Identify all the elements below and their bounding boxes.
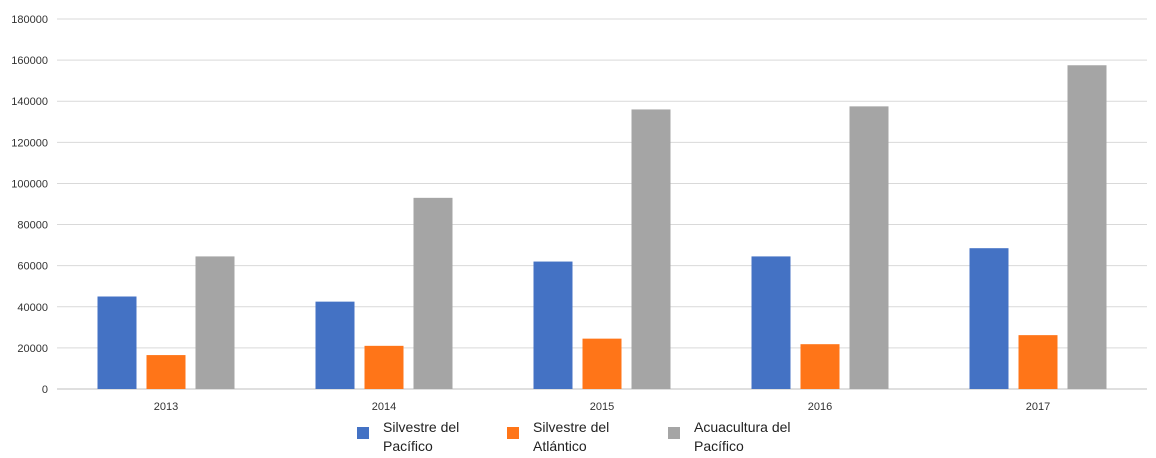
gridlines (57, 18, 1147, 390)
bar-2016-1 (751, 256, 791, 389)
y-tick-label: 20000 (17, 343, 48, 355)
legend-label: Silvestre del Pacífico (383, 419, 460, 454)
bar-2013-1 (97, 296, 137, 389)
y-tick-label: 80000 (17, 220, 48, 232)
y-axis-ticks: 0 20000 40000 60000 80000 100000 120000 140000 1… (11, 14, 48, 396)
bar-chart: 0 20000 40000 60000 80000 100000 120000 140000 1… (11, 14, 1147, 413)
bar-2013-2 (146, 355, 186, 389)
legend-swatch (507, 427, 519, 439)
y-tick-label: 60000 (17, 261, 48, 273)
legend-swatch (668, 427, 680, 439)
legend-item-silvestre-pacifico: Silvestre del Pacífico (357, 418, 493, 456)
legend-swatch (357, 427, 369, 439)
x-tick-label: 2014 (372, 401, 396, 413)
y-tick-label: 140000 (11, 96, 48, 108)
bar-2016-3 (849, 106, 889, 389)
x-tick-label: 2013 (154, 401, 178, 413)
bar-2015-1 (533, 261, 573, 389)
y-tick-label: 0 (42, 384, 48, 396)
legend-label: Silvestre del Atlántico (533, 419, 610, 454)
x-axis-ticks: 2013 2014 2015 2016 2017 (154, 401, 1050, 413)
y-tick-label: 180000 (11, 14, 48, 26)
y-tick-label: 40000 (17, 302, 48, 314)
legend: Silvestre del Pacífico Silvestre del Atl… (0, 418, 1156, 458)
bars (97, 65, 1107, 389)
x-tick-label: 2016 (808, 401, 832, 413)
bar-2017-3 (1067, 65, 1107, 389)
legend-item-acuacultura-pacifico: Acuacultura del Pacífico (668, 418, 804, 456)
y-tick-label: 160000 (11, 55, 48, 67)
bar-2014-2 (364, 345, 404, 389)
y-tick-label: 100000 (11, 178, 48, 190)
bar-2014-1 (315, 301, 355, 389)
x-tick-label: 2017 (1026, 401, 1050, 413)
x-tick-label: 2015 (590, 401, 614, 413)
bar-2017-1 (969, 248, 1009, 389)
bar-2017-2 (1018, 335, 1058, 389)
legend-label: Acuacultura del Pacífico (694, 419, 791, 454)
bar-2014-3 (413, 197, 453, 389)
bar-2013-3 (195, 256, 235, 389)
bar-2015-3 (631, 109, 671, 389)
bar-2015-2 (582, 338, 622, 389)
bar-2016-2 (800, 344, 840, 389)
y-tick-label: 120000 (11, 137, 48, 149)
legend-item-silvestre-atlantico: Silvestre del Atlántico (507, 418, 643, 456)
